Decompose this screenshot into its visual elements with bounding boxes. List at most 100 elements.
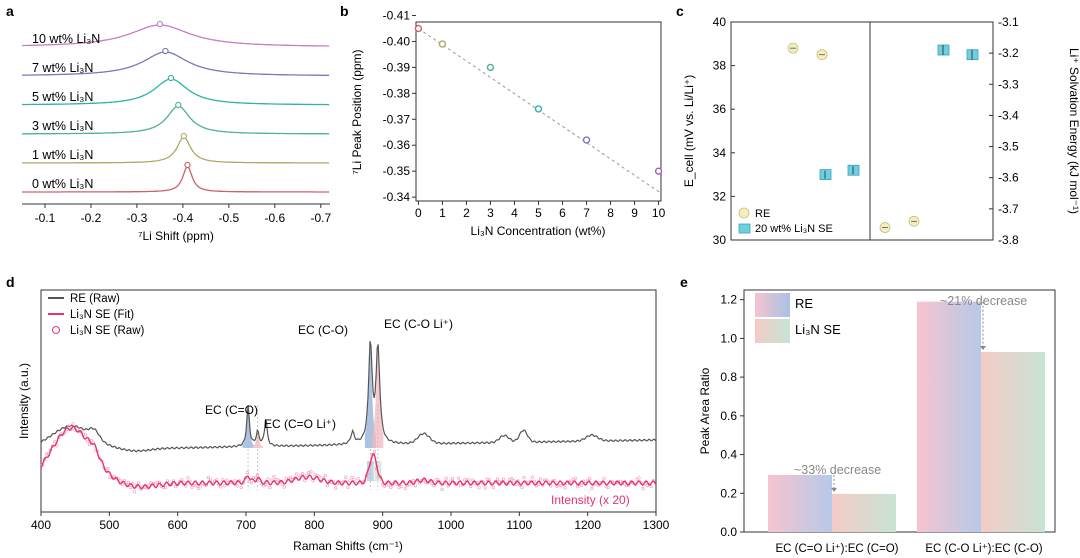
panel-d-raw-point (530, 475, 534, 479)
panel-a-curve (22, 24, 330, 47)
panel-d-x-tick-label: 1100 (506, 518, 532, 532)
panel-d-raw-point (588, 476, 592, 481)
panel-d-raw-point (536, 482, 541, 486)
panel-d-raw-point (301, 472, 305, 476)
panel-c-left-tick-label: 36 (713, 102, 727, 116)
panel-e-legend-se-swatch (755, 319, 790, 343)
panel-d-raw-point (522, 475, 526, 480)
panel-d-raw-point (133, 490, 137, 494)
panel-d-peak-fills (242, 348, 384, 481)
panel-d-raw-point (602, 476, 606, 480)
panel-d-raw-point (272, 475, 276, 479)
panel-c-right-tick-label: -3.7 (998, 202, 1019, 216)
panel-e-y-tick-label: 0.8 (720, 370, 737, 384)
panel-b-y-tick-label: -0.35 (383, 164, 411, 178)
panel-d-re-raw-line (40, 341, 657, 453)
panel-d-raw-point (153, 482, 157, 486)
panel-b-point (414, 24, 423, 33)
panel-c-right-tick-label: -3.3 (998, 77, 1019, 91)
panel-c-right-tick-label: -3.5 (998, 140, 1019, 154)
panel-a-series-label: 10 wt% Li₃N (32, 32, 100, 46)
panel-d-raw-point (606, 486, 610, 490)
panel-b-x-tick-label: 8 (607, 206, 614, 220)
panel-d-raw-point (305, 473, 309, 478)
panel-c-right-ticks: -3.1 -3.2 -3.3 -3.4 -3.5 -3.6 -3.7 -3.8 (989, 15, 1019, 247)
panel-d-raw-point (147, 483, 151, 487)
panel-d-raw-point (268, 486, 272, 490)
panel-e-y-label: Peak Area Ratio (698, 367, 712, 454)
panel-d-raw-point (286, 477, 291, 481)
panel-d-raw-point (288, 475, 293, 480)
panel-e-annot-21: ~21% decrease (940, 294, 1027, 308)
panel-c-frame (730, 21, 994, 241)
panel-a-peak-marker (156, 20, 164, 28)
panel-d-raw-point (194, 484, 198, 488)
panel-d-raw-point (256, 473, 260, 477)
panel-d-raw-point (174, 485, 178, 489)
panel-b-points (414, 24, 663, 175)
panel-e-y-tick-label: 1.2 (720, 293, 737, 307)
panel-d-raw-point (128, 485, 133, 490)
panel-d-raw-point (440, 487, 444, 492)
panel-e-category-1: EC (C=O Li⁺):EC (C=O) (775, 543, 898, 555)
panel-d-x-tick-label: 700 (236, 518, 256, 532)
panel-d-raw-point (383, 484, 387, 488)
panel-d-raw-point (249, 481, 254, 485)
panel-d-raw-point (497, 480, 502, 484)
panel-d-raw-point (198, 485, 202, 489)
panel-a-series-label: 0 wt% Li₃N (32, 177, 93, 191)
panel-a-x-tick-label: -0.3 (127, 211, 148, 225)
panel-d-raw-point (538, 477, 543, 481)
panel-d-raw-point (190, 485, 194, 489)
panel-d-raw-point (91, 441, 96, 445)
panel-e-bars (768, 301, 1045, 532)
panel-a-x-tick-label: -0.6 (264, 211, 285, 225)
panel-d-raw-point (239, 485, 243, 490)
panel-d-raw-point (284, 477, 288, 481)
panel-d-raw-point (559, 484, 563, 488)
panel-d-raw-point (325, 484, 329, 488)
panel-d-raw-point (276, 478, 280, 482)
panel-d-raw-point (274, 477, 278, 482)
panel-d-raw-point (83, 433, 87, 437)
panel-b-x-tick-label: 2 (463, 206, 470, 220)
panel-label-e: e (680, 274, 688, 290)
panel-d-raw-point (223, 484, 227, 488)
panel-e-legend-se: Li₃N SE (795, 322, 841, 337)
panel-d-y-label: Intensity (a.u.) (17, 363, 31, 439)
panel-d-raw-point (483, 486, 487, 490)
panel-d-raw-point (622, 482, 627, 486)
panel-d-se-fit-line (40, 425, 657, 490)
panel-d-raw-point (192, 483, 196, 487)
panel-d-raw-point (387, 483, 391, 487)
panel-d-annot-co-li: EC (C=O Li⁺) (264, 417, 336, 431)
panel-d-raw-point (186, 476, 190, 480)
panel-b-point (534, 105, 543, 113)
panel-d-raw-point (233, 479, 237, 483)
panel-d-legend-fit: Li₃N SE (Fit) (70, 309, 134, 321)
panel-a-peak-marker (162, 47, 169, 55)
panel-d-raw-point (590, 486, 594, 491)
panel-c-left-tick-label: 38 (713, 59, 727, 73)
panel-d-raw-point (350, 475, 354, 480)
panel-c-left-tick-label: 30 (713, 233, 727, 247)
panel-b-point (438, 40, 447, 48)
panel-d-raw-point (649, 485, 653, 489)
panel-e: 0.0 0.2 0.4 0.6 0.8 1.0 1.2 Peak Area Ratio EC… (698, 289, 1056, 555)
panel-d-x-tick-label: 1200 (574, 518, 601, 532)
panel-a-curve (22, 51, 330, 76)
panel-d-x-tick-label: 600 (168, 518, 188, 532)
panel-b-y-tick-label: -0.37 (383, 112, 411, 126)
panel-b: -0.41 -0.40 -0.39 -0.38 -0.37 -0.36 -0.35 -0.34… (350, 9, 666, 238)
panel-label-a: a (6, 3, 14, 19)
panel-a-x-tick-label: -0.2 (81, 211, 102, 225)
panel-d-raw-point (278, 479, 282, 484)
panel-d-raw-point (450, 476, 455, 481)
panel-a-x-tick-label: -0.7 (310, 211, 331, 225)
panel-d-raw-point (53, 440, 57, 444)
panel-a-peak-marker (167, 74, 175, 82)
panel-d-legend-raw-marker (52, 326, 60, 334)
panel-c-se-point-right (966, 49, 979, 61)
panel-e-bar (832, 493, 896, 532)
